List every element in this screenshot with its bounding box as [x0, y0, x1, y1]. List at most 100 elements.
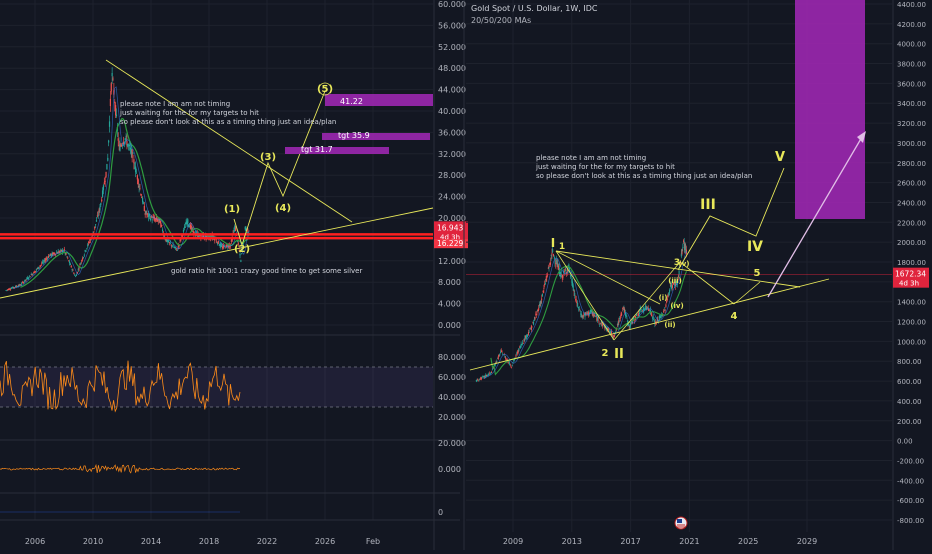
- candle-body: [488, 374, 490, 376]
- candle-body: [554, 261, 556, 263]
- candle-body: [480, 377, 482, 380]
- y-tick-label: -400.00: [897, 477, 924, 485]
- candle-body: [148, 214, 151, 216]
- candle-body: [585, 312, 587, 314]
- candle-body: [8, 288, 11, 290]
- candle-body: [508, 362, 510, 363]
- candle-body: [534, 316, 536, 320]
- candle-body: [202, 235, 205, 238]
- candle-body: [586, 311, 588, 314]
- candle-body: [599, 323, 601, 325]
- candle-body: [584, 312, 586, 317]
- candle-body: [541, 298, 543, 301]
- candle-body: [142, 202, 145, 204]
- candle-body: [533, 321, 535, 325]
- candle-body: [53, 252, 55, 254]
- wave-line: [679, 261, 735, 305]
- candle-body: [539, 303, 541, 306]
- candle-body: [75, 274, 78, 276]
- candle-body: [557, 263, 559, 267]
- candle-body: [653, 318, 655, 321]
- oscillator-3-y-tick: 0: [438, 508, 443, 517]
- wave-label: (ii): [664, 321, 675, 329]
- candle-body: [563, 271, 565, 273]
- candle-body: [76, 271, 78, 274]
- candle-body: [34, 271, 36, 273]
- y-tick-label: 2400.00: [897, 199, 926, 207]
- candle-body: [634, 316, 636, 320]
- candle-body: [86, 248, 88, 250]
- candle-body: [247, 229, 249, 232]
- y-tick-label: 3400.00: [897, 100, 926, 108]
- candle-body: [234, 225, 236, 230]
- y-tick-label: -200.00: [897, 457, 924, 465]
- candle-body: [63, 249, 65, 251]
- wave-line: [733, 281, 761, 305]
- candle-body: [527, 334, 529, 335]
- candle-body: [107, 157, 109, 161]
- candle-body: [179, 240, 181, 241]
- x-tick-label: 2029: [797, 537, 817, 546]
- candle-body: [488, 372, 490, 374]
- candle-body: [190, 225, 192, 229]
- candle-body: [643, 308, 645, 312]
- candle-body: [9, 289, 11, 290]
- candle-body: [676, 280, 678, 283]
- candle-body: [573, 291, 575, 292]
- candle-body: [28, 275, 31, 277]
- target-box: [325, 94, 433, 106]
- y-tick-label: 20.000: [438, 214, 466, 223]
- annotation-line: please note I am am not timing: [536, 154, 646, 162]
- candle-body: [183, 227, 185, 228]
- candle-body: [674, 282, 676, 287]
- candle-body: [535, 313, 537, 316]
- candle-body: [555, 262, 557, 264]
- candle-body: [525, 336, 527, 339]
- candle-body: [18, 284, 20, 286]
- candle-body: [177, 245, 179, 247]
- candle-body: [89, 239, 91, 241]
- candle-body: [24, 279, 26, 282]
- countdown-label: 4d 3h: [440, 233, 460, 241]
- candle-body: [666, 298, 668, 301]
- candle-body: [145, 211, 147, 214]
- candle-body: [656, 319, 658, 321]
- candle-body: [125, 136, 127, 138]
- candle-body: [101, 190, 104, 197]
- wave-label: IV: [747, 239, 763, 255]
- candle-body: [74, 274, 76, 276]
- candle-body: [175, 248, 178, 250]
- candle-body: [484, 375, 486, 377]
- candle-body: [235, 228, 237, 232]
- y-tick-label: 56.000: [438, 21, 466, 30]
- candle-body: [529, 328, 531, 329]
- candle-body: [219, 243, 221, 247]
- candle-body: [164, 239, 166, 241]
- candle-body: [491, 372, 493, 373]
- candle-body: [625, 314, 627, 316]
- oscillator-2-y-tick: 20.000: [438, 439, 466, 448]
- candle-body: [30, 274, 32, 275]
- us-flag-icon: [674, 516, 688, 530]
- candle-body: [564, 270, 566, 271]
- candle-body: [538, 304, 540, 307]
- target-zone-box: [795, 0, 865, 219]
- candle-body: [11, 287, 13, 289]
- candle-body: [165, 239, 167, 242]
- candle-body: [85, 250, 87, 252]
- projection-arrow-head: [857, 131, 866, 143]
- candle-body: [104, 180, 106, 182]
- candle-body: [522, 343, 524, 344]
- price-tag-low: [434, 239, 468, 249]
- candle-body: [650, 312, 652, 314]
- silver-candles: [5, 67, 251, 292]
- candle-body: [94, 226, 96, 229]
- candle-body: [5, 290, 7, 291]
- candle-body: [608, 328, 610, 331]
- candle-body: [41, 263, 43, 265]
- candle-body: [685, 246, 687, 252]
- candle-body: [677, 281, 679, 284]
- candle-body: [136, 175, 138, 180]
